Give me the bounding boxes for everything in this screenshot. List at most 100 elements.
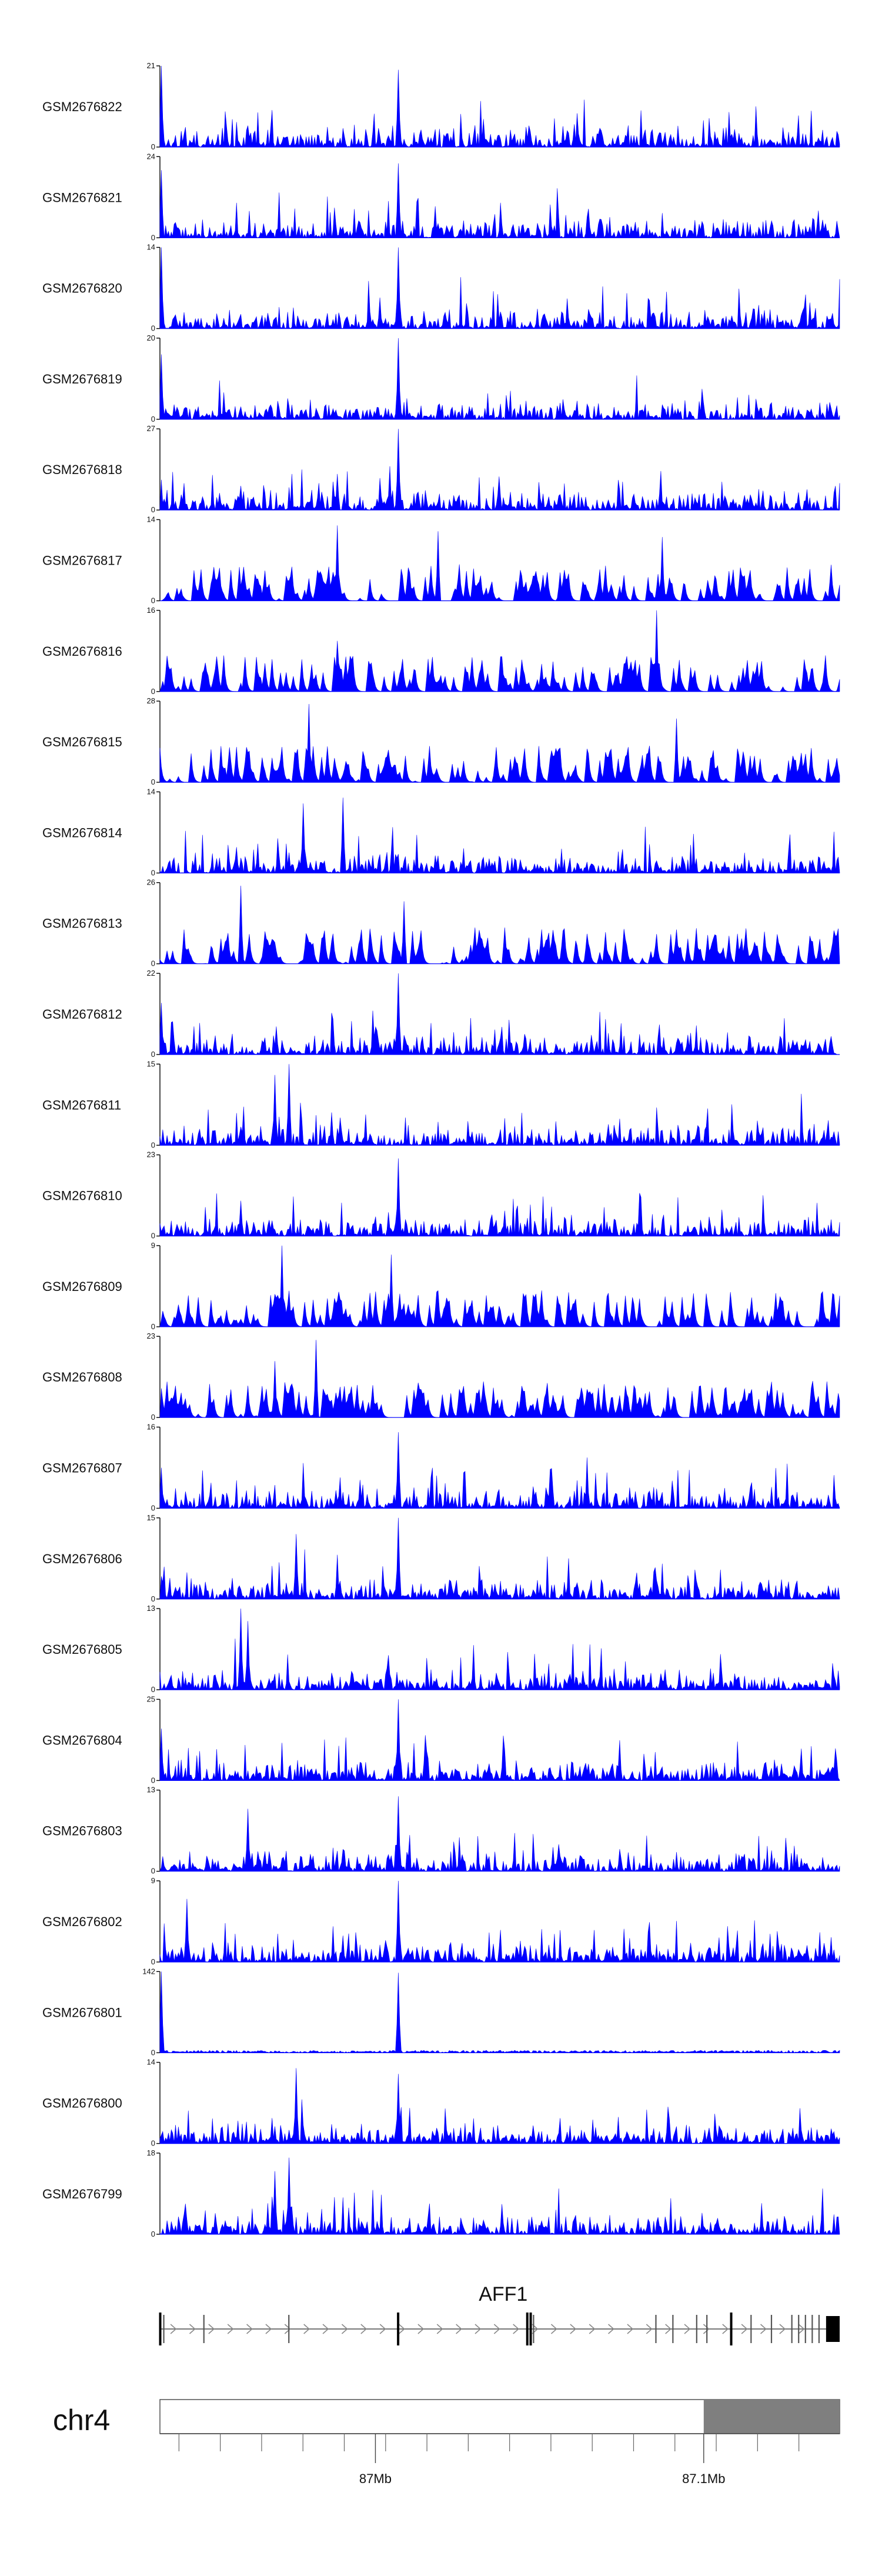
- strand-arrow: [722, 2324, 729, 2334]
- strand-arrow: [379, 2324, 386, 2334]
- y-max-label: 15: [147, 1513, 155, 1522]
- strand-arrow: [322, 2324, 329, 2334]
- y-min-label: 0: [151, 1232, 155, 1240]
- track-label: GSM2676821: [42, 190, 122, 205]
- strand-arrow: [456, 2324, 462, 2334]
- position-label: 87.1Mb: [682, 2471, 725, 2486]
- strand-arrow: [741, 2324, 748, 2334]
- y-min-label: 0: [151, 2139, 155, 2148]
- chromosome-ideogram: chr4 87Mb 87.1Mb: [53, 2399, 840, 2486]
- strand-arrow: [417, 2324, 425, 2334]
- track: GSM2676817 14 0: [42, 515, 840, 605]
- y-min-label: 0: [151, 233, 155, 242]
- chromosome-label: chr4: [53, 2404, 110, 2437]
- track-label: GSM2676801: [42, 2005, 122, 2020]
- exon: [533, 2315, 534, 2343]
- track: GSM2676811 15 0: [42, 1059, 840, 1149]
- strand-arrow: [170, 2324, 177, 2334]
- track: GSM2676800 14 0: [42, 2058, 840, 2148]
- coverage-area: [159, 610, 840, 692]
- track-label: GSM2676818: [42, 462, 122, 477]
- y-min-label: 0: [151, 142, 155, 151]
- coverage-area: [159, 1064, 840, 1146]
- y-max-label: 13: [147, 1786, 155, 1794]
- track: GSM2676819 20 0: [42, 333, 840, 423]
- track: GSM2676813 26 0: [42, 878, 840, 968]
- track: GSM2676803 13 0: [42, 1786, 840, 1876]
- track-label: GSM2676815: [42, 735, 122, 749]
- coverage-area: [159, 973, 840, 1055]
- track-label: GSM2676805: [42, 1642, 122, 1657]
- strand-arrow: [493, 2324, 500, 2334]
- strand-arrow: [360, 2324, 368, 2334]
- y-max-label: 18: [147, 2148, 155, 2157]
- track: GSM2676804 25 0: [42, 1694, 840, 1784]
- track: GSM2676812 22 0: [42, 969, 840, 1059]
- exon: [163, 2315, 165, 2343]
- coverage-area: [159, 1158, 840, 1237]
- strand-arrow: [303, 2324, 310, 2334]
- y-min-label: 0: [151, 1140, 155, 1149]
- track-label: GSM2676810: [42, 1189, 122, 1203]
- coverage-area: [159, 163, 840, 239]
- y-min-label: 0: [151, 959, 155, 968]
- region-highlight: [703, 2400, 840, 2434]
- strand-arrow: [550, 2324, 557, 2334]
- coverage-area: [159, 798, 840, 874]
- y-max-label: 15: [147, 1059, 155, 1068]
- strand-arrow: [779, 2324, 786, 2334]
- y-min-label: 0: [151, 1504, 155, 1513]
- strand-arrow: [436, 2324, 443, 2334]
- y-min-label: 0: [151, 1957, 155, 1966]
- y-min-label: 0: [151, 1413, 155, 1422]
- y-min-label: 0: [151, 1685, 155, 1694]
- gene-model: AFF1: [159, 2283, 840, 2345]
- strand-arrow: [570, 2324, 577, 2334]
- track: GSM2676806 15 0: [42, 1513, 840, 1603]
- strand-arrow: [513, 2324, 519, 2334]
- strand-arrow: [665, 2324, 671, 2334]
- track-label: GSM2676806: [42, 1551, 122, 1566]
- exon: [159, 2313, 162, 2345]
- track-label: GSM2676813: [42, 916, 122, 931]
- y-min-label: 0: [151, 778, 155, 786]
- y-max-label: 25: [147, 1694, 155, 1703]
- coverage-area: [159, 2157, 840, 2235]
- y-min-label: 0: [151, 324, 155, 333]
- track: GSM2676820 14 0: [42, 243, 840, 333]
- track: GSM2676805 13 0: [42, 1604, 840, 1694]
- coverage-area: [159, 1432, 840, 1509]
- position-label: 87Mb: [359, 2471, 392, 2486]
- y-max-label: 21: [147, 61, 155, 70]
- y-max-label: 14: [147, 515, 155, 524]
- y-min-label: 0: [151, 1867, 155, 1876]
- y-max-label: 9: [151, 1876, 155, 1885]
- coverage-area: [159, 1699, 840, 1781]
- track: GSM2676822 21 0: [42, 61, 840, 151]
- track-label: GSM2676819: [42, 372, 122, 386]
- exon: [818, 2315, 820, 2343]
- exon: [770, 2315, 773, 2343]
- exon: [397, 2313, 400, 2345]
- strand-arrow: [646, 2324, 653, 2334]
- coverage-area: [159, 65, 840, 148]
- y-max-label: 23: [147, 1332, 155, 1340]
- y-max-label: 26: [147, 878, 155, 887]
- track-label: GSM2676812: [42, 1007, 122, 1022]
- track: GSM2676821 24 0: [42, 152, 840, 242]
- track-label: GSM2676820: [42, 281, 122, 296]
- track: GSM2676801 142 0: [42, 1967, 840, 2057]
- track-label: GSM2676807: [42, 1461, 122, 1476]
- track-label: GSM2676817: [42, 553, 122, 568]
- strand-arrow: [227, 2324, 234, 2334]
- track: GSM2676809 9 0: [42, 1241, 840, 1331]
- strand-arrow: [246, 2324, 253, 2334]
- coverage-area: [159, 1340, 840, 1418]
- strand-arrow: [341, 2324, 348, 2334]
- y-min-label: 0: [151, 2048, 155, 2057]
- track: GSM2676815 28 0: [42, 696, 840, 786]
- y-max-label: 14: [147, 787, 155, 796]
- y-max-label: 9: [151, 1241, 155, 1250]
- y-min-label: 0: [151, 415, 155, 423]
